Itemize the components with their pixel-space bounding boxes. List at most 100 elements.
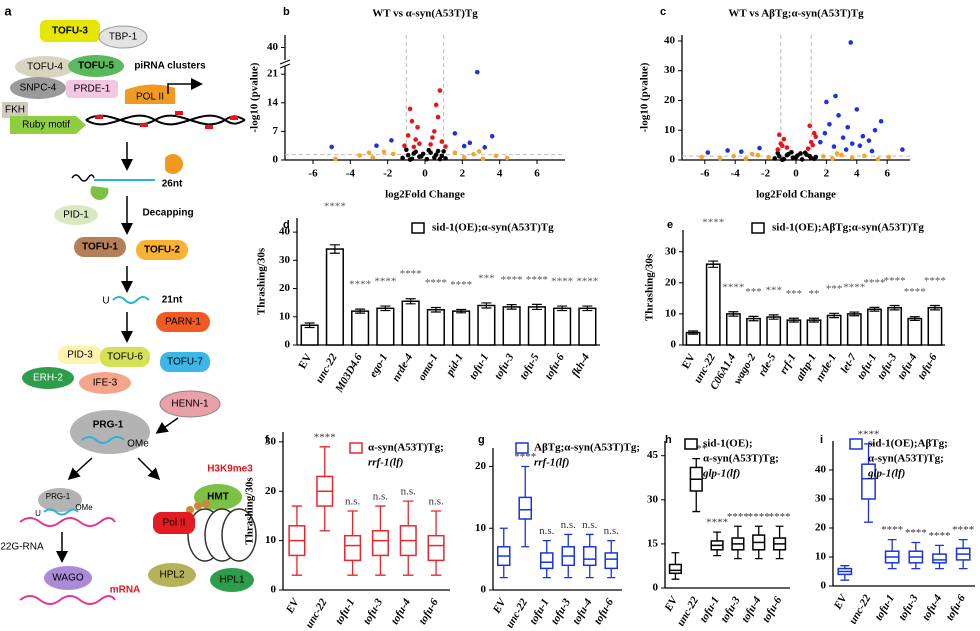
y-tick-label: 0 (653, 582, 659, 594)
point (467, 140, 473, 146)
y-tick-label: 30 (815, 493, 827, 505)
rna (19, 595, 116, 605)
label: ERH-2 (33, 373, 63, 384)
x-tick-label: tofu-1 (698, 595, 722, 625)
box (861, 463, 876, 500)
bar (927, 306, 943, 346)
x-tick-label: 0 (793, 168, 799, 180)
protein (98, 25, 148, 49)
point (811, 156, 817, 162)
y-tick-label: 30 (665, 245, 677, 257)
point (374, 143, 379, 148)
error-bar (380, 305, 391, 312)
error-bar (481, 302, 492, 309)
x-tick-label: rde-5 (756, 351, 779, 378)
x-tick-label: tofu-4 (920, 592, 944, 622)
label: TOFU-7 (167, 357, 203, 368)
point (452, 131, 458, 136)
y-tick-label: 0 (481, 584, 487, 596)
point (426, 147, 432, 153)
x-tick-label: -2 (383, 168, 393, 180)
point (418, 154, 424, 159)
point (433, 152, 439, 157)
point (818, 139, 823, 145)
y-axis-label: -log10 (pvalue) (639, 62, 651, 132)
significance: **** (929, 530, 951, 542)
label: TOFU-6 (107, 352, 143, 363)
enzyme (165, 154, 183, 175)
panel-letter: a (4, 3, 12, 18)
legend-label: α-syn(A53T)Tg; (368, 442, 444, 454)
error-bar (688, 330, 699, 335)
point (860, 133, 866, 139)
y-tick-label: 0 (821, 580, 827, 592)
nucleosome (186, 500, 257, 562)
label: WAGO (52, 573, 84, 584)
protein (159, 390, 221, 418)
label: TBP-1 (109, 32, 138, 43)
rna (81, 436, 125, 444)
y-axis-label: Thrashing/30s (256, 247, 268, 315)
y-tick-label: 45 (647, 449, 659, 461)
point (845, 124, 850, 130)
protein (136, 240, 188, 260)
x-tick-label: 6 (884, 168, 890, 180)
box (371, 530, 389, 557)
point (822, 130, 828, 136)
point (839, 152, 844, 158)
point (857, 143, 863, 149)
significance: ** (809, 288, 820, 300)
panel-letter: b (283, 6, 290, 18)
point (413, 137, 418, 142)
y-tick-label: 30 (664, 64, 676, 76)
point (493, 153, 499, 159)
point (476, 149, 482, 154)
x-tick-label: tofu-3 (549, 596, 573, 626)
label: HENN-1 (171, 399, 209, 410)
dna-mark (95, 111, 238, 129)
x-tick-label: -4 (346, 168, 356, 180)
significance: **** (884, 275, 906, 287)
label: TOFU-4 (27, 62, 63, 73)
point (854, 107, 860, 112)
error-bar (869, 306, 880, 312)
bar (705, 263, 721, 346)
point (717, 155, 723, 161)
point (840, 135, 846, 140)
y-tick-label: 40 (664, 34, 676, 46)
y-tick-label: 10 (665, 307, 677, 319)
point (390, 151, 396, 157)
chart-title: WT vs α-syn(A53T)Tg (372, 8, 478, 20)
significance: *** (786, 288, 803, 300)
arrow (67, 457, 93, 481)
significance: **** (904, 286, 926, 298)
y-tick-label: 7 (273, 125, 279, 137)
significance: **** (526, 274, 548, 286)
x-tick-label: tofu-4 (739, 594, 763, 624)
point (849, 155, 855, 160)
axis-break (279, 63, 291, 69)
label: Ruby motif (22, 120, 70, 131)
legend-swatch (684, 438, 698, 450)
y-tick-label: 40 (279, 226, 291, 238)
legend-label: rrf-1(lf) (534, 457, 569, 469)
x-tick-label: EV (490, 595, 509, 616)
point (433, 102, 439, 108)
legend-label: glp-1(lf) (867, 468, 905, 480)
point (430, 135, 435, 140)
point (409, 118, 415, 124)
point (775, 147, 781, 152)
label: PRDE-1 (74, 84, 111, 95)
legend-label: sid-1(OE);AβTg;α-syn(A53T)Tg (772, 222, 924, 234)
point (705, 150, 711, 155)
legend-swatch (515, 442, 529, 454)
x-tick-label: unc-22 (847, 592, 874, 626)
x-tick-label: tofu-3 (492, 351, 516, 381)
dna (85, 114, 246, 126)
panel-letter: e (667, 219, 673, 231)
label: U (35, 509, 41, 518)
x-tick-label: tofu-6 (916, 351, 940, 381)
x-axis-label: log2Fold Change (385, 189, 465, 201)
diagram: a TOFU-3 TBP-1 TOFU-4 TOFU-5 piRNA clust… (0, 3, 257, 605)
label: FKH (5, 105, 25, 116)
